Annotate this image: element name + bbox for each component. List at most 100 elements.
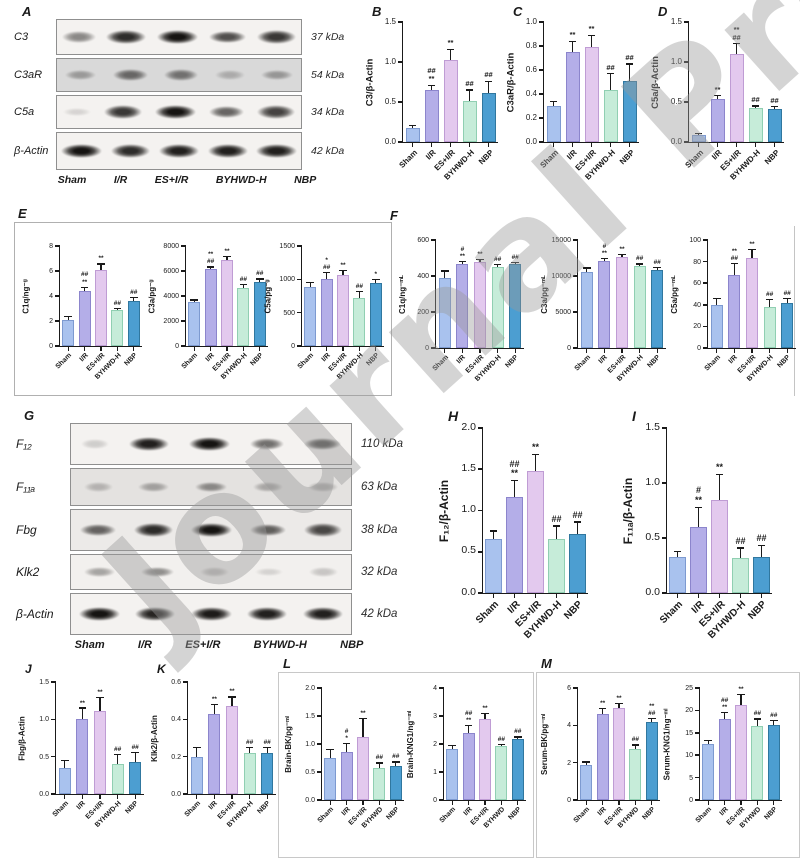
panel-letter: B — [372, 4, 382, 19]
chart-panel-e1: C1q/ng⁻ᵍ 0 2 4 6 8 Sham ## ** I/R ** ES+I/R ## BYHWD… — [20, 234, 151, 401]
significance-annotation: ## ** — [427, 66, 436, 84]
x-category-label-text: NBP — [123, 352, 139, 368]
bar-I/R — [690, 527, 707, 593]
error-bar — [67, 316, 69, 320]
protein-label: β-Actin — [16, 607, 54, 621]
y-tick — [317, 771, 322, 773]
y-tick-label: 8000 — [163, 243, 179, 250]
y-tick — [439, 715, 444, 717]
bar-NBP — [127, 301, 140, 346]
y-tick-label: 2000 — [163, 318, 179, 325]
y-tick-label: 1.0 — [305, 741, 315, 748]
y-tick-label: 400 — [417, 273, 429, 280]
x-category-label-text: I/R — [78, 352, 90, 364]
significance-annotation: ** — [482, 704, 488, 712]
error-bar — [552, 101, 555, 106]
y-tick — [573, 799, 578, 801]
x-tick — [733, 348, 735, 353]
bar-NBP — [261, 752, 274, 794]
x-tick — [309, 346, 311, 351]
error-bar — [724, 712, 726, 720]
y-tick — [431, 275, 436, 277]
error-bar — [590, 35, 593, 48]
y-tick-label: 0.5 — [305, 769, 315, 776]
error-bar — [84, 287, 86, 291]
error-bar-cap — [753, 718, 762, 720]
x-tick — [628, 142, 631, 147]
y-axis-label: Serum-KNG1/ng⁻ᵐˡ — [660, 688, 673, 800]
y-tick-label: 4000 — [163, 293, 179, 300]
y-tick-label: 10 — [685, 752, 693, 760]
y-tick — [297, 345, 302, 347]
bar-Sham — [58, 767, 71, 794]
bar-BYHWD-H — [633, 265, 646, 348]
error-bar-cap — [713, 94, 722, 97]
y-tick — [439, 771, 444, 773]
y-tick-label: 1 — [433, 769, 437, 776]
significance-annotation: # ** — [601, 242, 607, 258]
error-bar-cap — [481, 712, 489, 714]
significance-annotation: ## — [751, 95, 760, 105]
bar-Sham — [580, 765, 593, 800]
protein-band — [156, 29, 198, 45]
y-tick-label: 0.0 — [384, 137, 396, 146]
blot-row: Klk2 32 kDa — [12, 554, 416, 590]
y-tick — [684, 101, 689, 103]
bar-ES+I/R — [729, 54, 744, 142]
error-bar — [487, 81, 490, 94]
error-bar — [362, 718, 364, 738]
error-bar-cap — [720, 711, 729, 714]
x-category-label-text: I/R — [710, 148, 724, 162]
x-category-label-text: NBP — [365, 352, 381, 368]
bar-BYHWD-H — [603, 90, 618, 142]
bar-NBP — [129, 761, 142, 794]
y-tick-label: 2 — [49, 318, 53, 325]
error-bar — [116, 308, 118, 310]
chart-panel-f3: C5a/pg⁻ᵐᴸ 0 20 40 60 80 100 Sham ** ## I/R ** ES+I/… — [668, 228, 800, 403]
bar-I/R — [596, 714, 609, 800]
x-tick — [603, 348, 605, 353]
bar-BYHWD — [495, 745, 508, 800]
error-bar-cap — [96, 696, 104, 699]
x-category-label-text: NBP — [256, 800, 273, 816]
panel-l-label: L — [283, 656, 291, 671]
bar-Sham — [580, 271, 593, 348]
error-bar-cap — [514, 736, 522, 738]
error-bar-cap — [339, 269, 347, 272]
error-bar-cap — [113, 753, 122, 756]
significance-annotation: ## — [493, 256, 502, 264]
error-bar-cap — [427, 84, 436, 86]
y-tick-label: 0.0 — [461, 585, 476, 598]
x-tick — [226, 346, 228, 351]
x-tick — [513, 593, 516, 598]
x-category-label-text: Sham — [54, 352, 74, 371]
error-bar — [133, 297, 135, 301]
protein-band — [302, 606, 344, 622]
error-bar-cap — [497, 743, 506, 745]
error-bar — [634, 744, 636, 749]
y-tick-label: 1.0 — [670, 57, 682, 66]
y-tick-label: 0.4 — [525, 89, 537, 98]
y-tick — [317, 799, 322, 801]
error-bar-cap — [568, 40, 577, 42]
lane-label: Sham — [57, 174, 87, 186]
y-tick — [431, 311, 436, 313]
y-tick — [539, 69, 544, 71]
y-tick — [398, 21, 403, 23]
protein-band — [255, 567, 284, 577]
error-bar-cap — [583, 267, 591, 269]
x-category-label-text: NBP — [507, 806, 523, 822]
protein-label: Klk2 — [16, 565, 40, 579]
error-bar — [621, 254, 623, 258]
x-category-label-text: Sham — [474, 599, 502, 627]
x-tick — [64, 794, 66, 799]
error-bar — [378, 763, 380, 768]
error-bar — [676, 551, 679, 557]
error-bar — [242, 284, 244, 288]
x-category-label-text: NBP — [385, 806, 401, 822]
x-category-label-text: Sham — [296, 352, 316, 371]
y-tick-label: 0 — [433, 797, 437, 804]
y-tick — [539, 21, 544, 23]
significance-annotation: ** ## — [730, 247, 738, 263]
y-tick — [573, 239, 578, 241]
